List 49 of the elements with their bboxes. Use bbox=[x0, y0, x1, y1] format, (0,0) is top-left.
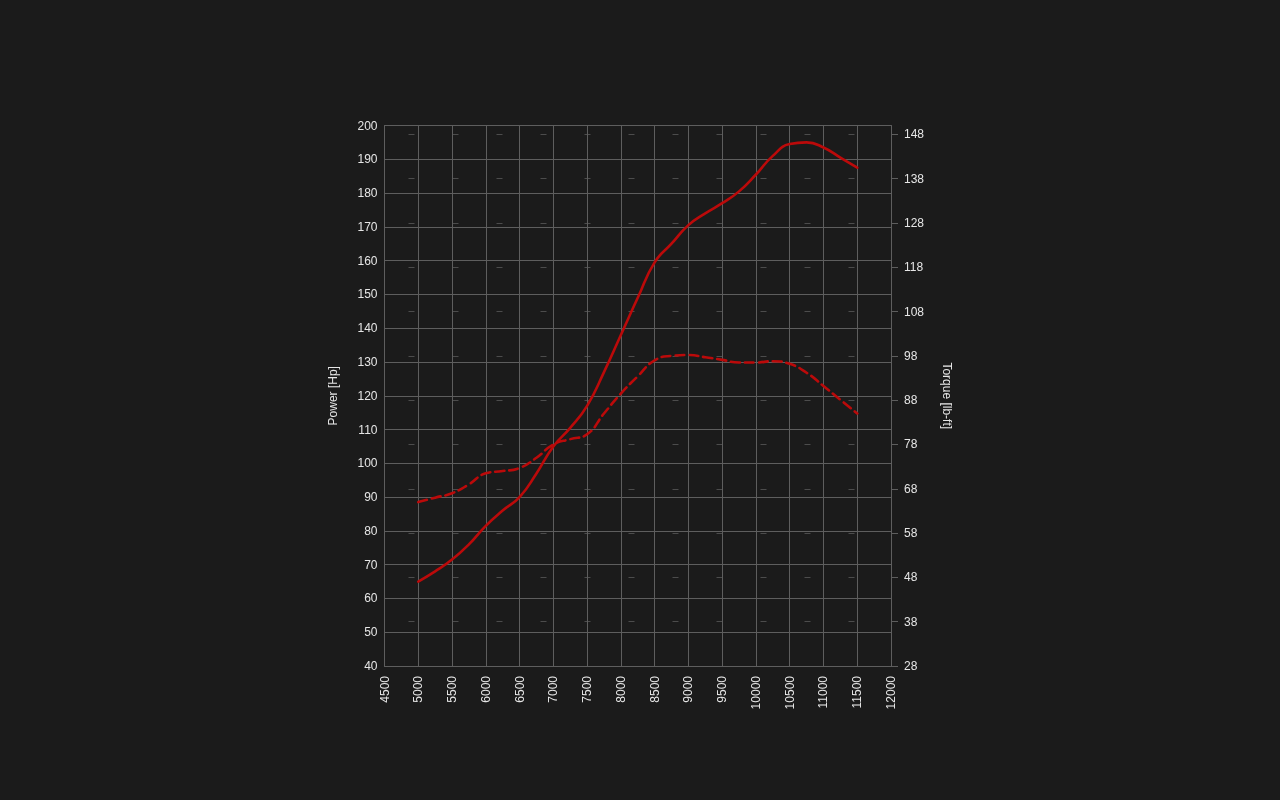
y-tick-label: 130 bbox=[357, 354, 378, 369]
x-tick-label: 5000 bbox=[411, 675, 426, 703]
x-tick-label: 7000 bbox=[546, 675, 561, 703]
y-tick-label: 150 bbox=[357, 287, 378, 302]
x-tick-label: 6000 bbox=[478, 675, 493, 703]
y-tick-label: 50 bbox=[364, 625, 378, 640]
x-tick-label: 5500 bbox=[445, 675, 460, 703]
y2-tick-label: 58 bbox=[904, 526, 918, 541]
x-tick-label: 8500 bbox=[647, 675, 662, 703]
y2-tick-label: 148 bbox=[904, 127, 925, 142]
y2-tick-label: 118 bbox=[904, 260, 924, 275]
x-tick-label: 11500 bbox=[850, 675, 865, 709]
x-tick-label: 10000 bbox=[748, 675, 763, 710]
x-tick-label: 9500 bbox=[715, 675, 730, 703]
x-tick-label: 4500 bbox=[377, 675, 392, 703]
y2-tick-label: 138 bbox=[904, 171, 925, 186]
y-axis-title: Power [Hp] bbox=[325, 366, 340, 426]
y-tick-label: 80 bbox=[364, 523, 378, 538]
y-tick-label: 70 bbox=[364, 557, 378, 572]
y2-tick-label: 28 bbox=[904, 659, 918, 673]
y-tick-label: 200 bbox=[357, 118, 378, 133]
y-tick-label: 90 bbox=[364, 490, 378, 505]
y-tick-label: 140 bbox=[357, 321, 378, 336]
x-tick-label: 7500 bbox=[580, 675, 595, 703]
line-series bbox=[416, 141, 859, 583]
x-tick-label: 6500 bbox=[512, 675, 527, 703]
y2-tick-label: 128 bbox=[904, 215, 925, 230]
y2-tick-label: 78 bbox=[904, 437, 918, 452]
y2-tick-label: 88 bbox=[904, 393, 918, 408]
y2-tick-label: 108 bbox=[904, 304, 925, 319]
y2-tick-label: 38 bbox=[904, 614, 918, 629]
y-tick-label: 60 bbox=[364, 591, 378, 606]
y2-tick-label: 68 bbox=[904, 481, 918, 496]
x-tick-label: 8000 bbox=[613, 675, 628, 703]
x-tick-label: 10500 bbox=[782, 675, 797, 710]
y-tick-label: 120 bbox=[357, 388, 378, 403]
y2-tick-label: 48 bbox=[904, 570, 918, 585]
y2-axis-title: Torque [lb-ft] bbox=[940, 362, 954, 430]
x-tick-label: 11000 bbox=[816, 675, 831, 709]
y-tick-label: 110 bbox=[358, 422, 378, 437]
y-tick-label: 180 bbox=[357, 186, 378, 201]
y-tick-label: 160 bbox=[357, 253, 378, 268]
y-tick-label: 170 bbox=[357, 219, 378, 234]
y-tick-label: 100 bbox=[357, 456, 378, 471]
y-tick-label: 190 bbox=[357, 152, 378, 167]
x-tick-label: 12000 bbox=[884, 675, 898, 710]
y-tick-label: 40 bbox=[364, 659, 378, 673]
y2-tick-label: 98 bbox=[904, 348, 918, 363]
x-tick-label: 9000 bbox=[681, 675, 696, 703]
